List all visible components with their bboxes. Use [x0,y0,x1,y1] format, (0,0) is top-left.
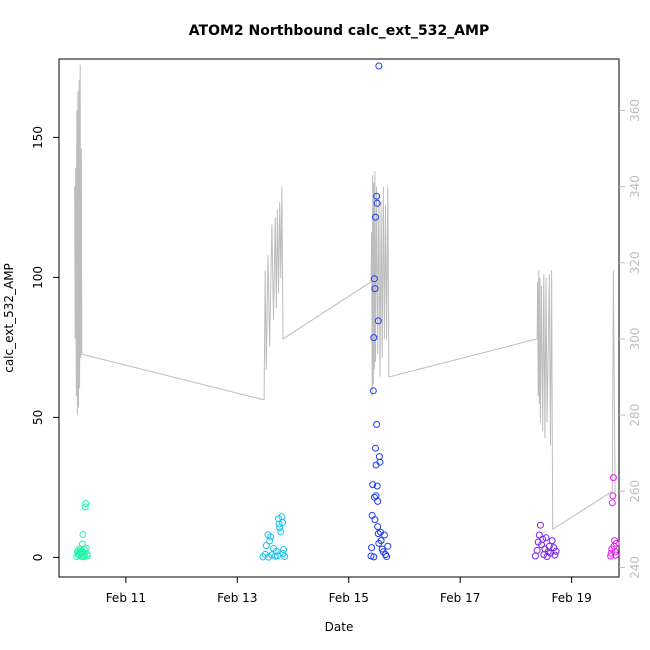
scatter-points [73,62,620,561]
data-point [374,317,382,325]
data-point [371,285,379,293]
data-point [384,542,392,550]
data-point [80,553,88,561]
y2-tick-label: 240 [628,556,642,579]
x-tick-label: Feb 11 [106,591,146,605]
y2-tick-label: 260 [628,480,642,503]
data-point [383,553,391,561]
data-point [374,523,382,531]
data-point [371,213,379,221]
data-point [536,521,544,529]
data-point [370,334,378,342]
secondary-y-axis: 240 260 280 300 320 340 360 [619,99,642,579]
data-point [607,549,615,557]
data-point [73,548,81,556]
y-axis-label: calc_ext_532_AMP [2,263,16,373]
data-point [266,537,274,545]
y2-tick-label: 280 [628,404,642,427]
data-point [531,552,539,560]
data-point [375,62,383,70]
data-point [370,275,378,283]
data-point [372,461,380,469]
x-axis: Feb 11 Feb 13 Feb 15 Feb 17 Feb 19 [106,577,592,605]
data-point [262,542,270,550]
data-point [374,530,382,538]
data-point [533,546,541,554]
data-point [535,531,543,539]
x-tick-label: Feb 13 [217,591,257,605]
data-point [607,552,615,560]
data-point [76,548,84,556]
y2-tick-label: 300 [628,327,642,350]
data-point [548,537,556,545]
data-point [373,199,381,207]
data-point [542,534,550,542]
x-axis-label: Date [325,620,354,634]
data-point [267,533,275,541]
data-point [276,524,284,532]
data-point [373,420,381,428]
y-axis: 0 50 100 150 [31,126,59,561]
data-point [545,542,553,550]
data-point [609,492,617,500]
data-point [611,548,619,556]
x-tick-label: Feb 15 [329,591,369,605]
data-point [280,546,288,554]
data-point [81,503,89,511]
data-point [612,551,620,559]
data-point [275,515,283,523]
data-point [82,544,90,552]
y-tick-label: 0 [31,554,45,562]
data-point [550,544,558,552]
data-point [83,552,91,560]
data-point [612,539,620,547]
y-tick-label: 150 [31,126,45,149]
data-point [552,547,560,555]
y-tick-label: 50 [31,410,45,425]
data-point [79,530,87,538]
data-point [551,551,559,559]
data-point [278,518,286,526]
data-point [265,553,273,561]
data-point [275,520,283,528]
secondary-trace [74,64,616,531]
data-point [281,553,289,561]
x-tick-label: Feb 17 [440,591,480,605]
data-point [375,539,383,547]
data-point [369,387,377,395]
data-point [371,516,379,524]
data-point [372,492,380,500]
data-point [373,192,381,200]
data-point [277,528,285,536]
y-tick-label: 100 [31,266,45,289]
data-point [367,552,375,560]
y2-tick-label: 360 [628,99,642,122]
data-point [608,499,616,507]
data-point [368,544,376,552]
data-point [369,481,377,489]
data-point [375,453,383,461]
depth-trace-line [74,64,616,531]
y2-tick-label: 320 [628,251,642,274]
x-tick-label: Feb 19 [551,591,591,605]
plot-frame [58,58,620,578]
data-point [370,493,378,501]
data-point [374,497,382,505]
y2-tick-label: 340 [628,175,642,198]
data-point [609,474,617,482]
data-point [272,548,280,556]
data-point [370,553,378,561]
data-point [371,444,379,452]
chart-title: ATOM2 Northbound calc_ext_532_AMP [189,23,489,39]
data-point [373,482,381,490]
data-point [82,500,90,508]
data-point [539,535,547,543]
